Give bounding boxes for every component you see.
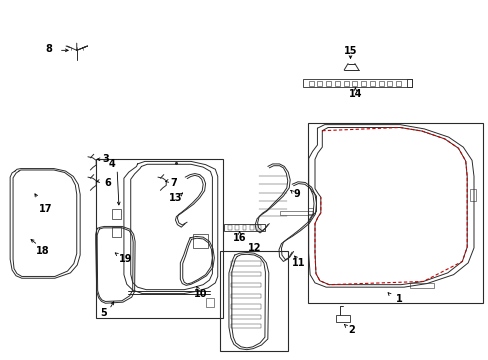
Text: 5: 5 [100,308,107,318]
Bar [112,227,121,237]
Text: 12: 12 [247,243,261,253]
Bar [231,283,260,287]
Text: 8: 8 [45,44,52,54]
Text: 9: 9 [293,189,300,199]
Text: 10: 10 [194,289,207,298]
Text: 7: 7 [170,178,177,188]
Text: 16: 16 [232,233,246,243]
Bar [308,81,313,86]
Bar [334,81,339,86]
Bar [231,315,260,319]
Bar [231,324,260,328]
Bar [193,234,207,248]
Bar [409,283,433,288]
Bar [369,81,374,86]
Text: 11: 11 [292,258,305,268]
Bar [112,209,121,219]
Text: 1: 1 [395,294,402,303]
Text: 6: 6 [104,178,111,188]
Bar [257,225,261,230]
Bar [325,81,330,86]
Bar [205,298,214,307]
Bar [343,81,348,86]
Bar [227,225,231,230]
Bar [317,81,322,86]
Bar [361,81,366,86]
Bar [469,189,475,202]
Text: 13: 13 [168,193,182,203]
Text: 4: 4 [109,159,115,169]
Bar [96,158,222,318]
Bar [279,211,312,215]
Bar [231,294,260,298]
Bar [220,251,287,351]
Bar [231,261,260,266]
Bar [235,225,239,230]
Bar [395,81,400,86]
Text: 14: 14 [348,89,362,99]
Text: 17: 17 [40,204,53,214]
Bar [249,225,253,230]
Text: 19: 19 [119,254,132,264]
Bar [307,123,482,303]
Bar [378,81,383,86]
Text: 3: 3 [102,154,109,164]
Bar [231,304,260,309]
Text: 15: 15 [343,46,357,56]
Bar [224,224,265,231]
Text: 18: 18 [36,247,49,256]
Bar [386,81,391,86]
Bar [335,315,350,322]
Bar [231,272,260,276]
Bar [352,81,357,86]
Text: 2: 2 [347,325,354,335]
Bar [302,79,407,87]
Bar [307,208,312,213]
Bar [242,225,246,230]
